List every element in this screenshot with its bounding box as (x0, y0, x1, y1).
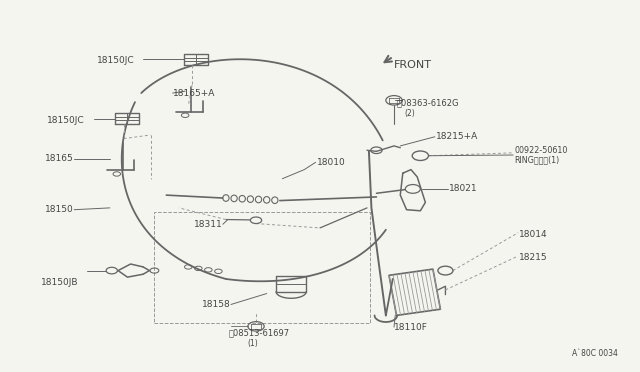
Text: 18021: 18021 (449, 184, 477, 193)
Text: 18150JC: 18150JC (97, 56, 135, 65)
Text: 18014: 18014 (520, 230, 548, 238)
Text: RINGリング(1): RINGリング(1) (515, 155, 560, 164)
Text: (2): (2) (404, 109, 415, 118)
Text: 18110F: 18110F (394, 323, 428, 331)
Text: 18010: 18010 (317, 158, 346, 167)
Text: FRONT: FRONT (394, 60, 432, 70)
Text: 18311: 18311 (194, 220, 223, 229)
Text: 18165+A: 18165+A (173, 89, 215, 97)
Text: Ⓢ08513-61697: Ⓢ08513-61697 (229, 328, 290, 337)
Text: 18215+A: 18215+A (436, 132, 478, 141)
Text: 18215: 18215 (520, 253, 548, 262)
Text: A`80C 0034: A`80C 0034 (572, 349, 618, 358)
Text: 18165: 18165 (45, 154, 74, 163)
Bar (154, 212, 370, 323)
Text: 18150JB: 18150JB (41, 278, 79, 287)
Text: Ⓢ08363-6162G: Ⓢ08363-6162G (397, 98, 459, 108)
Text: 18150JC: 18150JC (47, 116, 85, 125)
Text: 18158: 18158 (202, 300, 231, 309)
Text: 00922-50610: 00922-50610 (515, 146, 568, 155)
Text: 18150: 18150 (45, 205, 74, 214)
Text: (1): (1) (248, 339, 259, 348)
